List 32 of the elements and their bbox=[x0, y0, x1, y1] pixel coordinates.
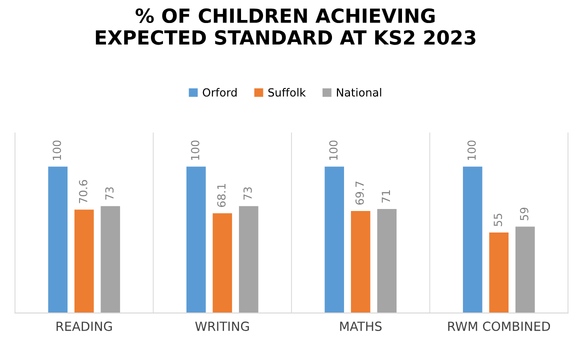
bar bbox=[350, 210, 370, 313]
legend-label: Orford bbox=[202, 88, 237, 97]
data-label: 71 bbox=[382, 190, 390, 203]
bar bbox=[324, 166, 344, 313]
x-tick-label: WRITING bbox=[195, 322, 249, 332]
x-tick-label: READING bbox=[56, 322, 112, 332]
bar bbox=[74, 210, 94, 313]
bar bbox=[489, 232, 509, 313]
bar bbox=[186, 166, 206, 313]
bar bbox=[377, 209, 397, 313]
bar bbox=[462, 166, 482, 313]
chart-title: % OF CHILDREN ACHIEVING EXPECTED STANDARD AT KS2 2023 bbox=[96, 8, 476, 45]
data-label: 73 bbox=[105, 187, 114, 200]
bar bbox=[48, 166, 68, 313]
x-tick-label: RWM COMBINED bbox=[448, 322, 550, 332]
data-label: 100 bbox=[190, 140, 200, 160]
legend-label: National bbox=[336, 88, 382, 97]
data-label: 100 bbox=[467, 140, 476, 160]
data-label: 73 bbox=[243, 187, 252, 200]
bar bbox=[100, 206, 120, 313]
data-label: 55 bbox=[494, 214, 502, 226]
data-label: 69.7 bbox=[355, 182, 364, 205]
bar bbox=[212, 213, 232, 313]
legend-label: Suffolk bbox=[268, 88, 306, 97]
data-label: 68.1 bbox=[217, 184, 226, 207]
bar bbox=[238, 206, 258, 313]
bar bbox=[515, 226, 535, 313]
data-label: 100 bbox=[329, 140, 338, 160]
data-label: 70.6 bbox=[78, 180, 88, 204]
x-tick-label: MATHS bbox=[340, 322, 382, 332]
data-label: 59 bbox=[520, 208, 528, 220]
data-label: 100 bbox=[52, 140, 62, 160]
